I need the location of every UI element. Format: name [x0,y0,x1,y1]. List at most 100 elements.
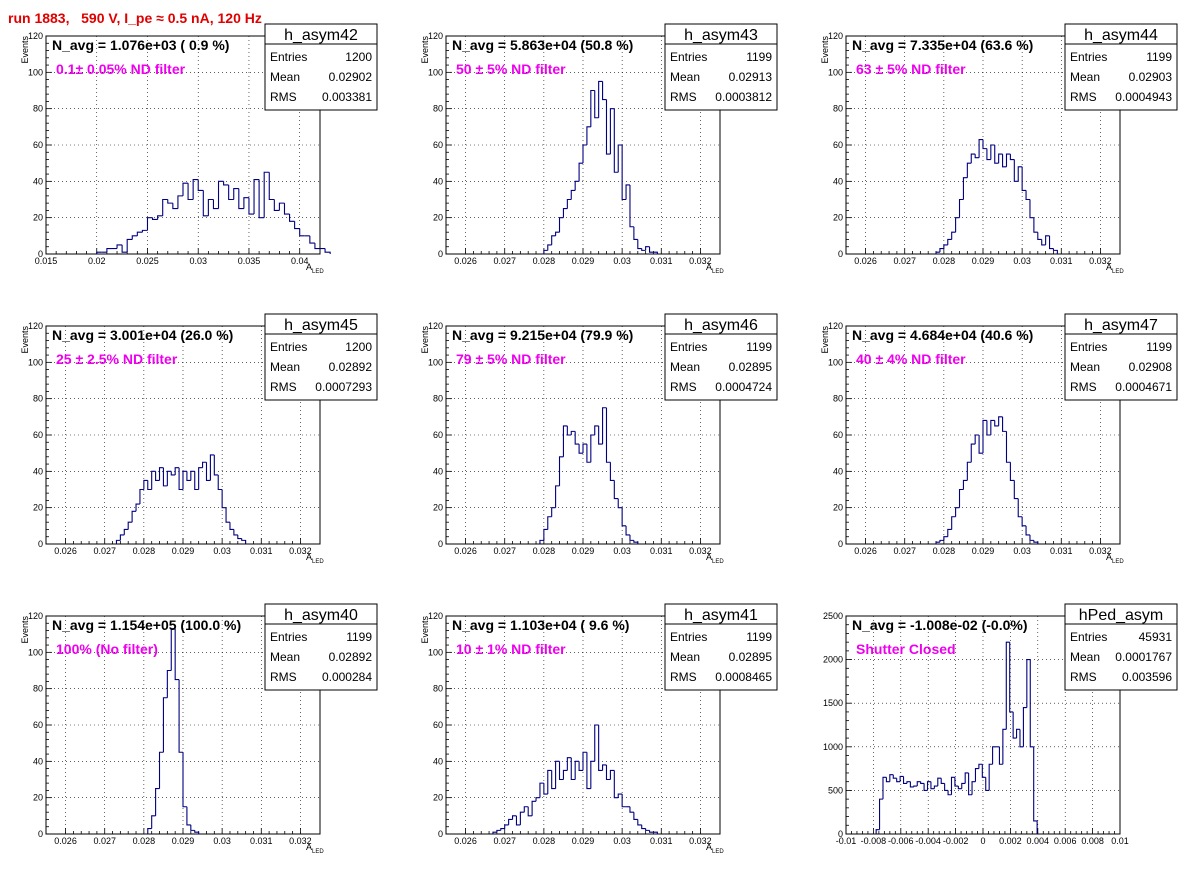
x-tick-label: 0.027 [93,546,116,556]
histogram-bin [1002,728,1007,765]
histogram-bin [202,461,207,468]
histogram-bin [923,783,928,791]
histogram-bin [248,197,255,215]
histogram-bin [212,199,219,210]
histogram-bin [558,761,564,781]
histogram-bin [558,217,564,233]
histogram-bin [139,488,144,505]
histogram-bin [131,235,138,240]
histogram-bin [146,217,153,231]
stats-mean-label: Mean [670,70,700,84]
histogram-bin [981,764,986,778]
histogram-bin [570,757,576,781]
stats-rms-value: 0.0004724 [715,380,772,394]
histogram-bin [127,521,133,530]
histogram-bin [223,181,229,186]
histogram-bin [970,153,976,164]
histogram-bin [609,462,615,481]
histogram-bin [221,489,227,509]
histogram-bin [182,752,187,808]
x-tick-label: -0.006 [888,836,914,846]
histogram-bin [578,761,583,771]
histogram-bin [906,781,911,784]
x-tick-label: 0.03 [613,836,631,846]
histogram-bin [896,778,901,783]
histogram-bin [283,203,290,215]
run-title: run 1883, 590 V, I_pe ≈ 0.5 nA, 120 Hz [8,10,262,26]
histogram-bin [555,485,560,508]
histogram-bin [1002,154,1007,168]
filter-label: 100% (No filter) [56,641,158,657]
stats-rms-label: RMS [270,380,297,394]
histogram-bin [582,751,587,771]
filter-label: 63 ± 5% ND filter [856,61,966,77]
y-tick-label: 80 [433,394,443,404]
histogram-bin [1037,232,1042,241]
y-axis-label: Events [820,36,830,64]
filter-label: 50 ± 5% ND filter [456,61,566,77]
stats-box: h_asym40 Entries 1199 Mean 0.02892 RMS 0.00028… [264,603,378,691]
navg-label: N_avg = 7.335e+04 (63.6 %) [852,37,1033,53]
histogram-bin [213,454,219,476]
histogram-bin [294,221,300,230]
stats-box-frame [664,313,778,401]
x-tick-label: 0.027 [893,256,916,266]
histogram-bin [147,480,152,491]
histogram-bin [152,217,158,221]
stats-mean-label: Mean [670,650,700,664]
histogram-bin [558,456,564,486]
histogram-bin [324,248,331,254]
histogram-panel-h_asym40: 0.026 0.027 0.028 0.029 0.03 0.031 0.032 0 20 40 6… [20,603,378,855]
x-tick-label: 0.004 [1027,836,1050,846]
y-tick-label: 80 [33,684,43,694]
stats-rms-value: 0.0003812 [715,90,772,104]
histogram-bin [562,208,568,218]
histogram-bin [940,778,945,784]
x-axis-label: ALED [706,552,724,565]
stats-box-frame [1064,603,1178,691]
stats-entries-value: 1199 [746,50,772,64]
y-tick-label: 60 [433,140,443,150]
histogram-bin [633,540,639,544]
stats-rms-value: 0.003381 [322,90,372,104]
x-tick-label: 0.028 [533,256,556,266]
stats-entries-label: Entries [270,340,307,354]
histogram-bin [926,781,931,791]
histogram-bin [178,679,183,753]
y-tick-label: 80 [433,684,443,694]
x-axis-label: ALED [306,842,324,855]
y-tick-label: 100 [28,67,43,77]
histogram-bin [119,534,125,541]
histogram-bin [939,539,944,543]
histogram-bin [1045,235,1050,245]
histogram-bin [613,480,619,500]
x-axis-label-sub: LED [1112,559,1124,565]
stats-mean-label: Mean [270,70,300,84]
x-axis-label: ALED [306,262,324,275]
y-tick-label: 20 [833,213,843,223]
histogram-bin [645,246,650,251]
stats-box: h_asym43 Entries 1199 Mean 0.02913 RMS 0.00038… [664,23,778,111]
histogram-bin [96,251,102,254]
x-tick-label: 0.032 [689,836,712,846]
x-tick-label: 0.03 [1013,546,1031,556]
x-tick-label: 0.032 [289,546,312,556]
histogram-bin [500,828,505,831]
stats-rms-value: 0.003596 [1122,670,1172,684]
x-tick-label: 0.026 [54,546,77,556]
histogram-bin [314,243,320,250]
histogram-bin [155,471,160,481]
x-axis-label: ALED [1106,552,1124,565]
x-tick-label: 0.027 [93,836,116,846]
y-tick-label: 80 [433,104,443,114]
y-tick-label: 100 [828,67,843,77]
x-tick-label: 0.032 [689,256,712,266]
y-tick-label: 100 [428,357,443,367]
x-axis-label-sub: LED [312,269,324,275]
histogram-bin [562,425,568,457]
x-tick-label: 0.02 [88,256,106,266]
y-tick-label: 20 [33,793,43,803]
y-tick-label: 1500 [823,698,843,708]
y-tick-label: 80 [33,104,43,114]
